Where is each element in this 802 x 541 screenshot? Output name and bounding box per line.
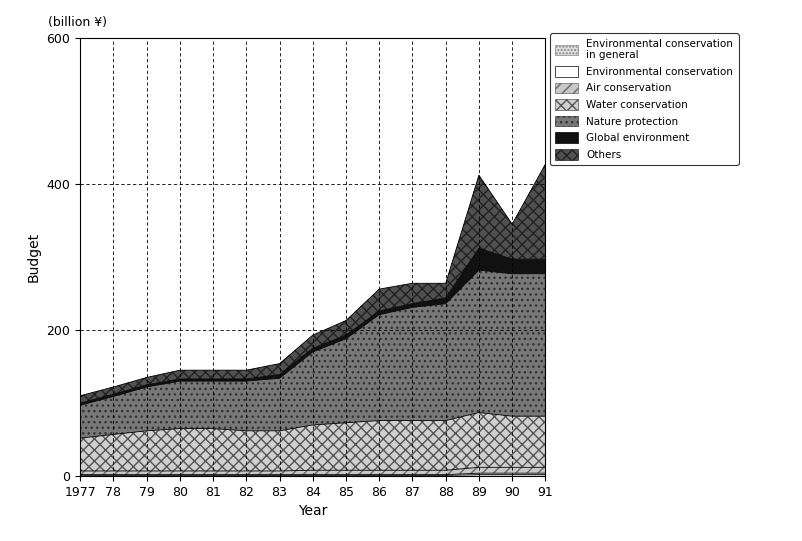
- Y-axis label: Budget: Budget: [27, 232, 41, 282]
- Legend: Environmental conservation
in general, Environmental conservation, Air conservat: Environmental conservation in general, E…: [550, 34, 739, 165]
- Text: (billion ¥): (billion ¥): [47, 16, 107, 29]
- X-axis label: Year: Year: [298, 504, 327, 518]
